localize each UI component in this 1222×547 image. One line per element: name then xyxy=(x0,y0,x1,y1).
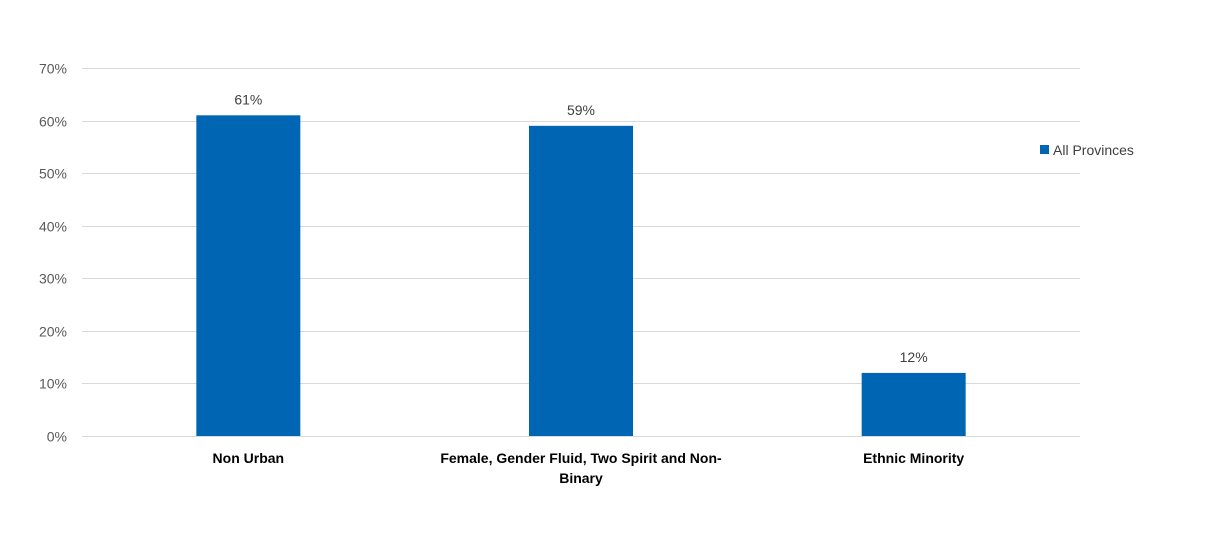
y-tick-label: 30% xyxy=(39,271,67,287)
y-tick-label: 70% xyxy=(39,61,67,77)
y-tick-label: 20% xyxy=(39,324,67,340)
bar-1 xyxy=(529,125,633,436)
y-axis-tick-labels: 0% 10% 20% 30% 40% 50% 60% 70% xyxy=(39,61,67,445)
bars xyxy=(196,115,966,437)
category-label: Ethnic Minority xyxy=(863,450,964,466)
bar-0 xyxy=(196,115,301,437)
data-label: 59% xyxy=(567,102,595,118)
y-tick-label: 60% xyxy=(39,114,67,130)
x-axis-category-labels: Non Urban Female, Gender Fluid, Two Spiri… xyxy=(213,450,965,486)
y-tick-label: 10% xyxy=(39,376,67,392)
y-tick-label: 0% xyxy=(47,429,67,445)
bar-2 xyxy=(861,372,966,436)
legend: All Provinces xyxy=(1040,142,1134,158)
category-label: Female, Gender Fluid, Two Spirit and Non… xyxy=(440,450,722,466)
legend-label-all-provinces: All Provinces xyxy=(1053,142,1134,158)
y-tick-label: 40% xyxy=(39,219,67,235)
legend-swatch-all-provinces xyxy=(1040,145,1049,154)
data-label: 12% xyxy=(900,349,928,365)
data-labels: 61% 59% 12% xyxy=(234,91,927,365)
data-label: 61% xyxy=(234,91,262,107)
category-label: Binary xyxy=(559,470,603,486)
category-label: Non Urban xyxy=(213,450,285,466)
y-tick-label: 50% xyxy=(39,166,67,182)
